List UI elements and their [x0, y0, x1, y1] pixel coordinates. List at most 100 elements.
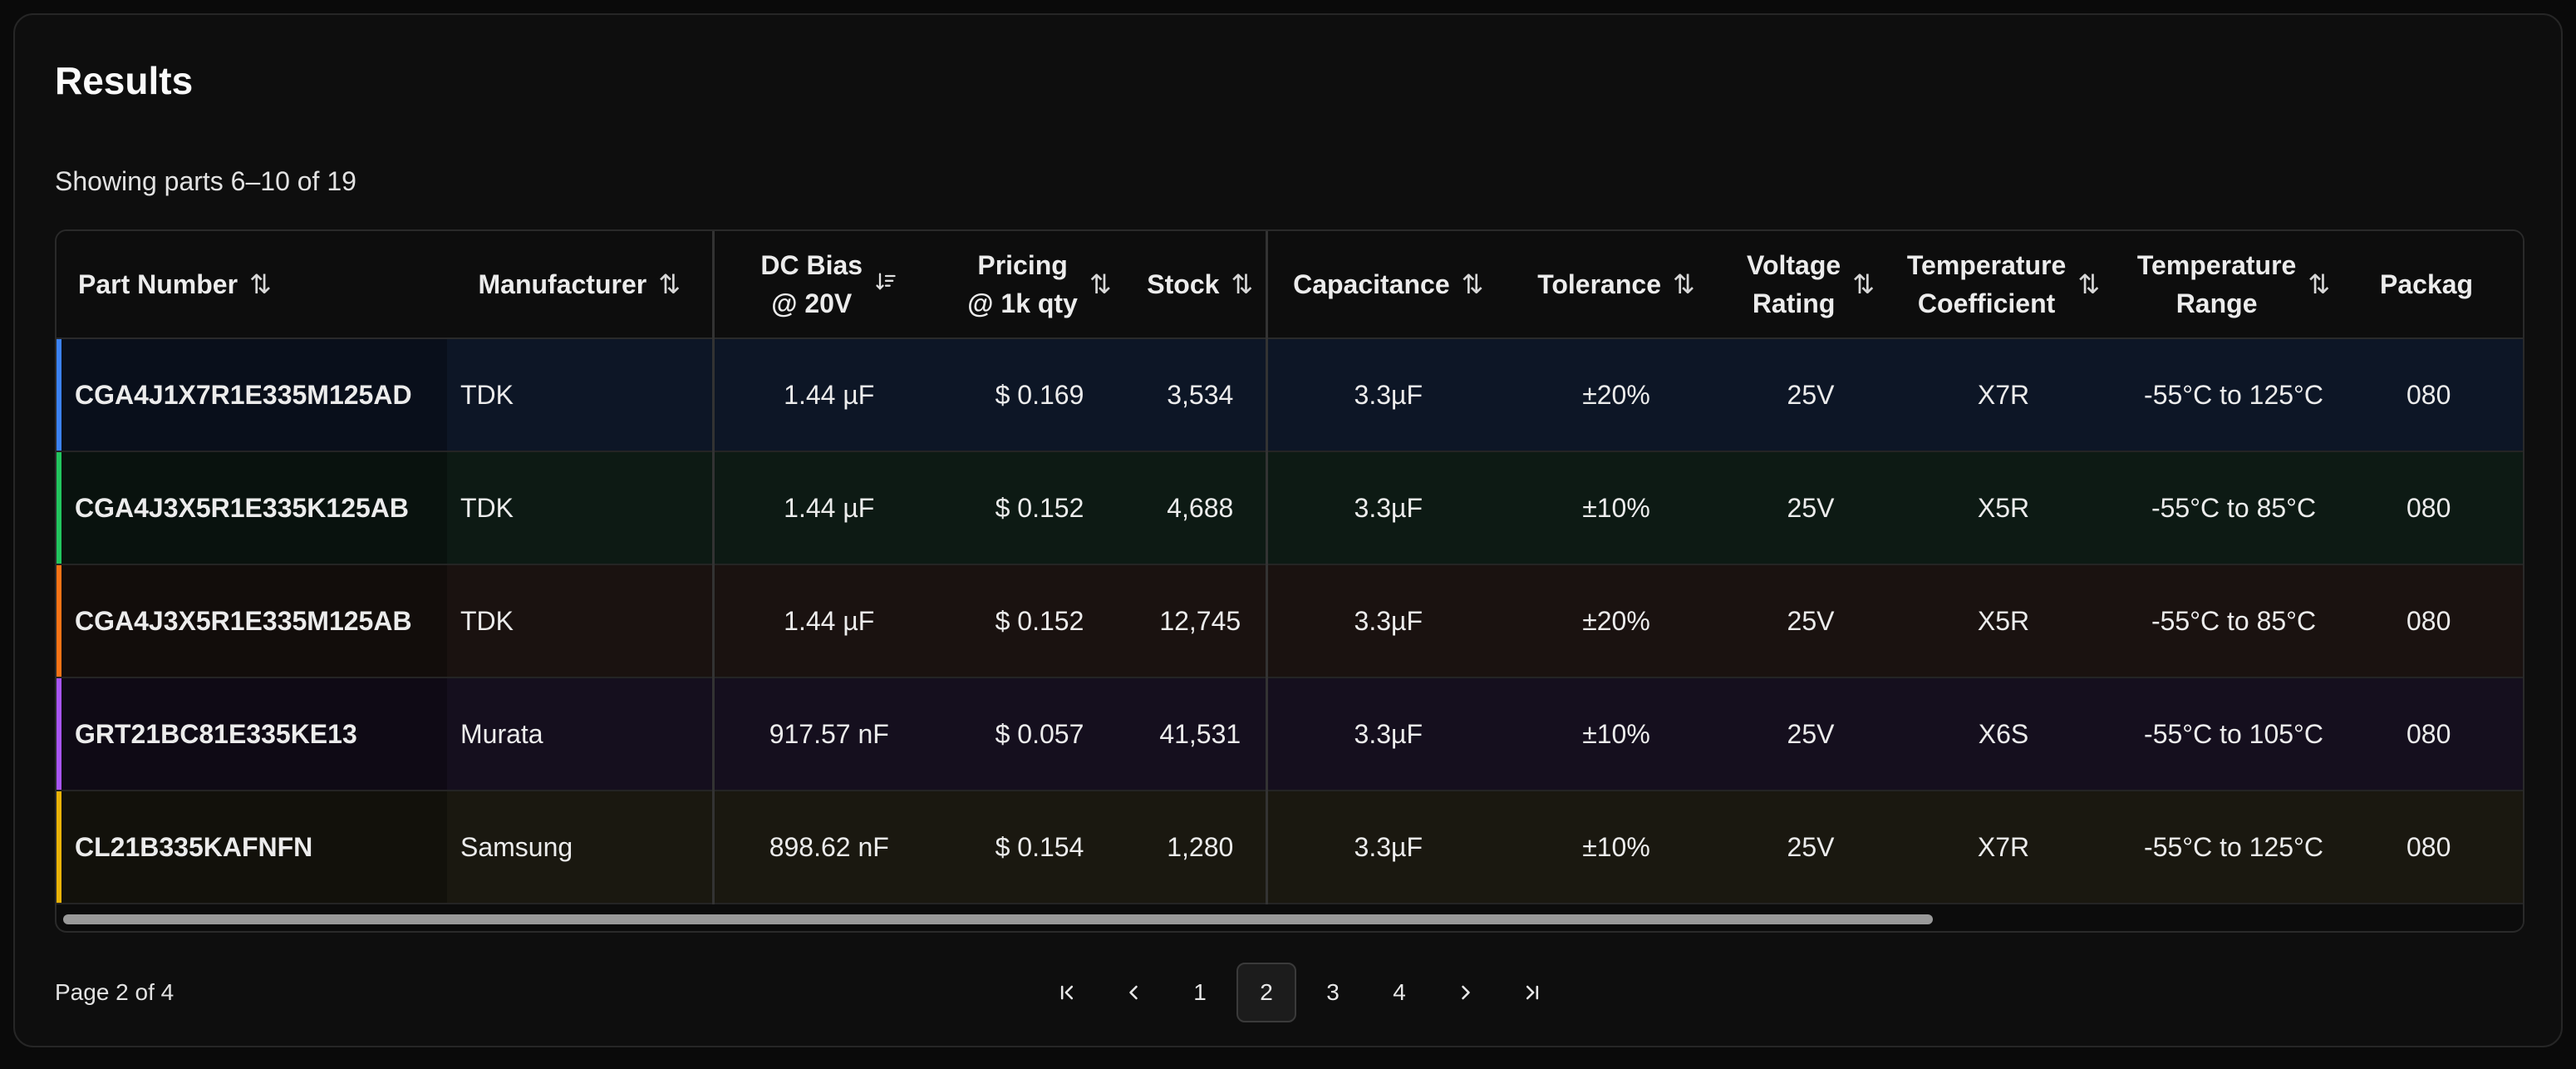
part-number-cell[interactable]: CL21B335KAFNFN — [57, 791, 447, 904]
col-stock[interactable]: Stock ⇅ — [1135, 231, 1268, 339]
page-title: Results — [55, 59, 194, 102]
row-accent-bar — [57, 452, 61, 564]
tolerance-cell: ±10% — [1509, 451, 1723, 565]
stock-cell: 12,745 — [1135, 564, 1268, 678]
package-cell: 080 — [2358, 338, 2523, 452]
voltage-cell: 25V — [1723, 338, 1898, 452]
page-2-button[interactable]: 2 — [1236, 963, 1296, 1022]
first-page-button[interactable] — [1037, 963, 1097, 1022]
tolerance-cell: ±20% — [1509, 564, 1723, 678]
temp-range-cell: -55°C to 125°C — [2109, 338, 2358, 452]
dc-bias-cell: 1.44 µF — [713, 338, 944, 452]
manufacturer-cell: TDK — [447, 451, 715, 565]
results-panel: Results Showing parts 6–10 of 19 Part Nu… — [13, 13, 2563, 1047]
sort-icon[interactable]: ⇅ — [2308, 269, 2330, 299]
manufacturer-cell: TDK — [447, 338, 715, 452]
capacitance-cell: 3.3µF — [1266, 451, 1509, 565]
chevron-right-icon — [1462, 985, 1470, 1000]
part-number-cell[interactable]: CGA4J1X7R1E335M125AD — [57, 338, 447, 452]
stock-cell: 1,280 — [1135, 791, 1268, 904]
sort-icon[interactable]: ⇅ — [2077, 269, 2100, 299]
pagination: 1 2 3 4 — [1037, 963, 1562, 1022]
sort-icon[interactable]: ⇅ — [1672, 269, 1695, 299]
temp-range-cell: -55°C to 125°C — [2109, 791, 2358, 904]
col-tolerance[interactable]: Tolerance ⇅ — [1509, 231, 1723, 339]
sort-icon[interactable]: ⇅ — [1231, 269, 1253, 299]
sort-icon[interactable]: ⇅ — [1461, 269, 1484, 299]
last-page-button[interactable] — [1502, 963, 1562, 1022]
table-row[interactable]: CL21B335KAFNFN Samsung 898.62 nF $ 0.154… — [57, 791, 2523, 904]
page-3-button[interactable]: 3 — [1326, 979, 1340, 1005]
capacitance-cell: 3.3µF — [1266, 677, 1509, 791]
results-table-container[interactable]: Part Number ⇅ Manufacturer ⇅ DC Bias @ 20V … — [55, 229, 2524, 933]
page-4-button[interactable]: 4 — [1393, 979, 1406, 1005]
horizontal-scrollbar[interactable] — [58, 911, 2523, 929]
stock-cell: 4,688 — [1135, 451, 1268, 565]
voltage-cell: 25V — [1723, 451, 1898, 565]
temp-coefficient-cell: X7R — [1898, 338, 2109, 452]
tolerance-cell: ±10% — [1509, 791, 1723, 904]
scrollbar-thumb[interactable] — [63, 914, 1933, 924]
previous-page-button[interactable] — [1104, 963, 1163, 1022]
stock-cell: 3,534 — [1135, 338, 1268, 452]
capacitance-cell: 3.3µF — [1266, 338, 1509, 452]
manufacturer-cell: TDK — [447, 564, 715, 678]
price-cell: $ 0.154 — [944, 791, 1135, 904]
page-info: Page 2 of 4 — [55, 979, 175, 1005]
next-page-button[interactable] — [1436, 963, 1496, 1022]
col-package[interactable]: Packag — [2358, 231, 2523, 339]
col-temp-range[interactable]: Temperature Range ⇅ — [2109, 231, 2358, 339]
table-row[interactable]: CGA4J3X5R1E335M125AB TDK 1.44 µF $ 0.152… — [57, 564, 2523, 678]
sort-icon[interactable]: ⇅ — [1852, 269, 1875, 299]
row-accent-bar — [57, 791, 61, 903]
capacitance-cell: 3.3µF — [1266, 564, 1509, 678]
temp-range-cell: -55°C to 105°C — [2109, 677, 2358, 791]
row-accent-bar — [57, 565, 61, 677]
dc-bias-cell: 1.44 µF — [713, 451, 944, 565]
temp-coefficient-cell: X6S — [1898, 677, 2109, 791]
price-cell: $ 0.169 — [944, 338, 1135, 452]
package-cell: 080 — [2358, 791, 2523, 904]
sort-descending-icon[interactable] — [874, 265, 897, 303]
price-cell: $ 0.057 — [944, 677, 1135, 791]
voltage-cell: 25V — [1723, 677, 1898, 791]
voltage-cell: 25V — [1723, 791, 1898, 904]
manufacturer-cell: Murata — [447, 677, 715, 791]
table-row[interactable]: CGA4J3X5R1E335K125AB TDK 1.44 µF $ 0.152… — [57, 451, 2523, 565]
tolerance-cell: ±20% — [1509, 338, 1723, 452]
last-page-icon — [1526, 985, 1539, 1000]
col-dc-bias[interactable]: DC Bias @ 20V — [713, 231, 944, 339]
first-page-icon — [1060, 985, 1074, 1000]
temp-coefficient-cell: X5R — [1898, 564, 2109, 678]
col-temp-coefficient[interactable]: Temperature Coefficient ⇅ — [1898, 231, 2109, 339]
part-number-cell[interactable]: CGA4J3X5R1E335M125AB — [57, 564, 447, 678]
results-count: Showing parts 6–10 of 19 — [55, 166, 356, 196]
sort-icon[interactable]: ⇅ — [1089, 269, 1112, 299]
tolerance-cell: ±10% — [1509, 677, 1723, 791]
chevron-left-icon — [1129, 985, 1138, 1000]
price-cell: $ 0.152 — [944, 451, 1135, 565]
col-capacitance[interactable]: Capacitance ⇅ — [1266, 231, 1509, 339]
col-voltage-rating[interactable]: Voltage Rating ⇅ — [1723, 231, 1898, 339]
page-1-button[interactable]: 1 — [1193, 979, 1207, 1005]
part-number-cell[interactable]: GRT21BC81E335KE13 — [57, 677, 447, 791]
col-part-number[interactable]: Part Number ⇅ — [57, 231, 447, 339]
voltage-cell: 25V — [1723, 564, 1898, 678]
table-row[interactable]: GRT21BC81E335KE13 Murata 917.57 nF $ 0.0… — [57, 677, 2523, 791]
sort-icon[interactable]: ⇅ — [658, 269, 681, 299]
package-cell: 080 — [2358, 677, 2523, 791]
col-pricing[interactable]: Pricing @ 1k qty ⇅ — [944, 231, 1135, 339]
sort-icon[interactable]: ⇅ — [249, 269, 272, 299]
temp-coefficient-cell: X5R — [1898, 451, 2109, 565]
package-cell: 080 — [2358, 564, 2523, 678]
package-cell: 080 — [2358, 451, 2523, 565]
part-number-cell[interactable]: CGA4J3X5R1E335K125AB — [57, 451, 447, 565]
row-accent-bar — [57, 678, 61, 790]
dc-bias-cell: 1.44 µF — [713, 564, 944, 678]
dc-bias-cell: 898.62 nF — [713, 791, 944, 904]
table-row[interactable]: CGA4J1X7R1E335M125AD TDK 1.44 µF $ 0.169… — [57, 338, 2523, 452]
table-header-row: Part Number ⇅ Manufacturer ⇅ DC Bias @ 20V … — [57, 231, 2523, 339]
col-manufacturer[interactable]: Manufacturer ⇅ — [447, 231, 715, 339]
results-table: Part Number ⇅ Manufacturer ⇅ DC Bias @ 20V … — [57, 231, 2523, 904]
dc-bias-cell: 917.57 nF — [713, 677, 944, 791]
